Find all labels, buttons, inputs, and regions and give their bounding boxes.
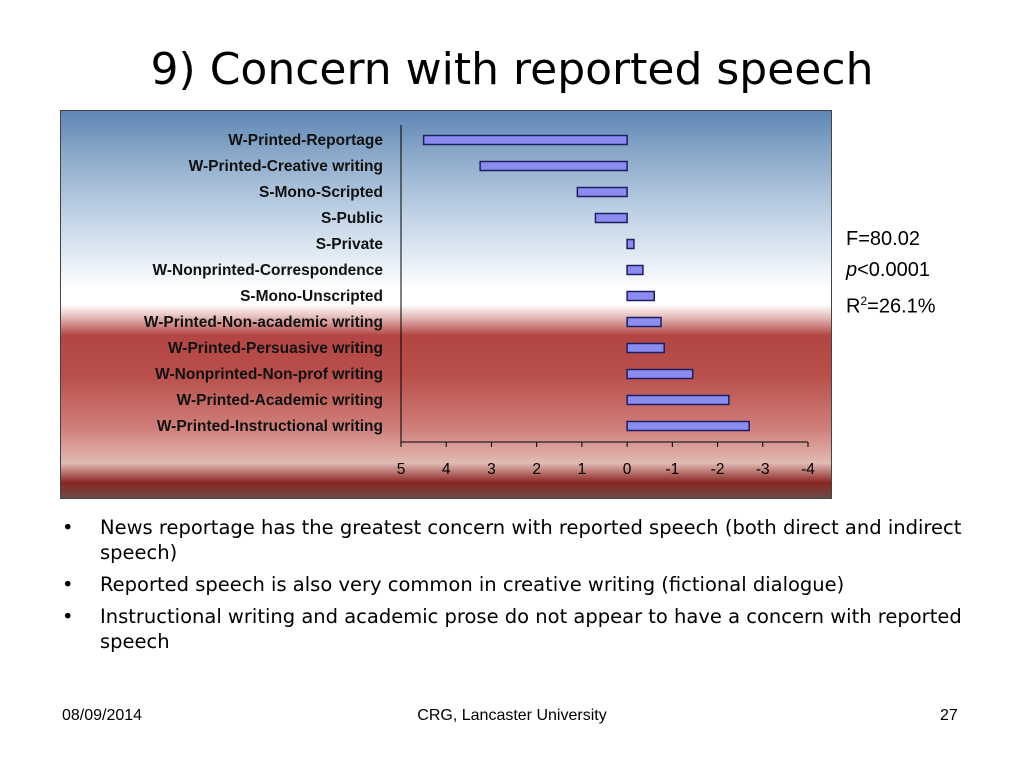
- category-label: W-Printed-Reportage: [228, 132, 383, 149]
- category-label: S-Mono-Unscripted: [240, 288, 383, 305]
- bullet-item: • News reportage has the greatest concern…: [62, 515, 992, 565]
- bar-chart: W-Printed-Reportage W-Printed-Creative wr…: [144, 125, 815, 478]
- bar: [626, 394, 730, 406]
- bar: [479, 160, 628, 172]
- stats-panel: F=80.02 p<0.0001 R2=26.1%: [846, 224, 936, 323]
- bullet-list: • News reportage has the greatest concern…: [62, 515, 992, 661]
- x-tick-label: 2: [532, 461, 541, 478]
- category-label: S-Mono-Scripted: [259, 184, 383, 201]
- category-label: W-Nonprinted-Non-prof writing: [155, 366, 383, 383]
- footer-date: 08/09/2014: [62, 707, 143, 724]
- bullet-dot: •: [62, 516, 74, 539]
- bar: [576, 186, 628, 198]
- footer-page-number: 27: [940, 707, 958, 724]
- category-label: S-Public: [321, 210, 383, 227]
- x-tick-label: -4: [801, 461, 815, 478]
- bar: [594, 212, 628, 224]
- r-squared: R2=26.1%: [846, 286, 936, 323]
- category-label: W-Nonprinted-Correspondence: [153, 262, 384, 279]
- r-base: R: [846, 295, 861, 318]
- bullet-item: • Instructional writing and academic pros…: [62, 604, 992, 654]
- x-tick-label: 5: [397, 461, 406, 478]
- f-statistic: F=80.02: [846, 228, 920, 250]
- p-symbol: p: [846, 259, 858, 281]
- r-superscript: 2: [860, 294, 868, 308]
- bar: [626, 368, 694, 380]
- r-value-text: =26.1%: [867, 295, 936, 318]
- bar: [626, 238, 635, 250]
- p-value: p<0.0001: [846, 255, 936, 286]
- x-tick-label: 4: [442, 461, 451, 478]
- category-label: W-Printed-Creative writing: [189, 158, 383, 175]
- bullet-text: Reported speech is also very common in c…: [100, 573, 845, 596]
- x-tick-label: 3: [487, 461, 496, 478]
- bar: [422, 134, 628, 146]
- x-tick-label: 0: [623, 461, 632, 478]
- category-label: W-Printed-Persuasive writing: [168, 340, 383, 357]
- chart-area: W-Printed-Reportage W-Printed-Creative wr…: [60, 110, 832, 499]
- bar: [626, 342, 665, 354]
- category-label: W-Printed-Non-academic writing: [144, 314, 383, 331]
- bar: [626, 420, 750, 432]
- x-tick-label: -2: [711, 461, 725, 478]
- bullet-text: Instructional writing and academic prose…: [100, 605, 962, 653]
- bar: [626, 290, 655, 302]
- x-tick-label: -3: [756, 461, 770, 478]
- x-tick-label: -1: [665, 461, 679, 478]
- p-value-text: <0.0001: [857, 259, 930, 281]
- bar: [626, 264, 644, 276]
- category-label: S-Private: [316, 236, 384, 253]
- bar: [626, 316, 662, 328]
- footer-org: CRG, Lancaster University: [417, 707, 607, 724]
- bullet-text: News reportage has the greatest concern …: [100, 516, 962, 564]
- bullet-dot: •: [62, 573, 74, 596]
- category-label: W-Printed-Academic writing: [177, 392, 383, 409]
- category-label: W-Printed-Instructional writing: [157, 418, 383, 435]
- x-tick-label: 1: [578, 461, 587, 478]
- slide-title: 9) Concern with reported speech: [150, 44, 874, 95]
- bullet-dot: •: [62, 605, 74, 628]
- bullet-item: • Reported speech is also very common in …: [62, 572, 992, 597]
